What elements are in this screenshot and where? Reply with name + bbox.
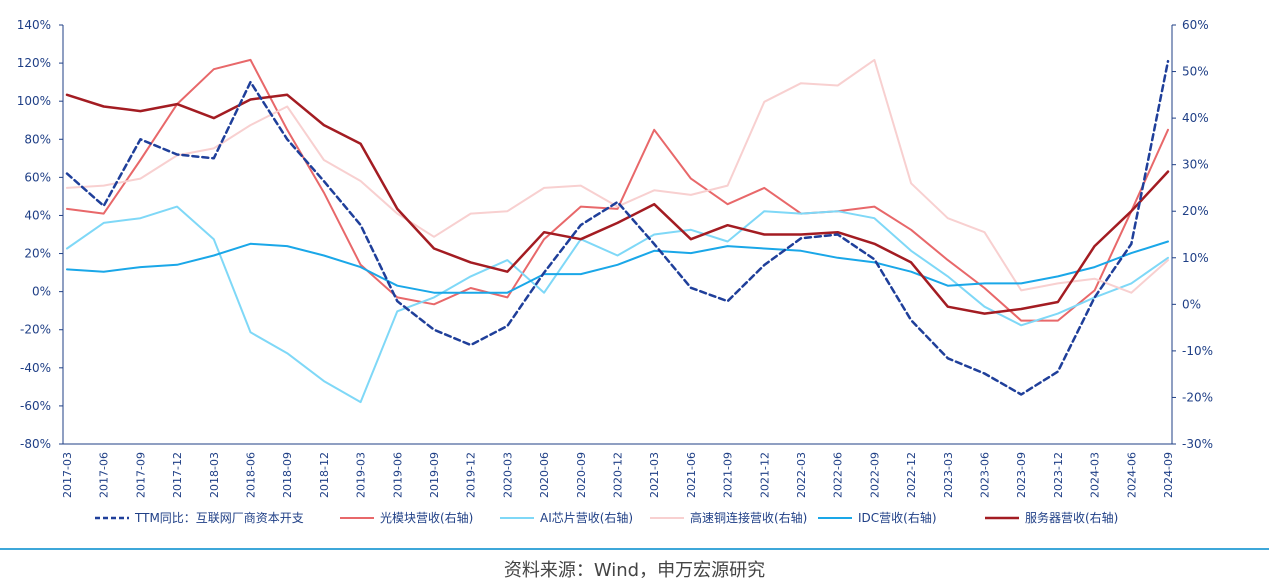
x-tick-label: 2023-06	[979, 452, 992, 498]
chart: 140% 120% 100% 80% 60% 40% 20% 0% -20% -40% -60% -8…	[17, 18, 1213, 525]
x-tick-label: 2018-12	[318, 452, 331, 498]
right-tick-label: 0%	[1182, 297, 1201, 311]
x-tick-label: 2019-03	[355, 452, 368, 498]
legend-label: AI芯片营收(右轴)	[540, 510, 633, 525]
series-line-1	[65, 59, 1170, 396]
series-line-3	[66, 205, 1169, 404]
x-tick-label: 2017-06	[98, 452, 111, 498]
legend-label: 高速铜连接营收(右轴)	[690, 510, 807, 525]
left-tick-label: 20%	[24, 247, 51, 261]
left-tick-label: 40%	[24, 208, 51, 222]
x-tick-label: 2023-03	[942, 452, 955, 498]
right-tick-label: 30%	[1182, 158, 1209, 172]
plot-area	[65, 58, 1170, 404]
left-tick-label: 140%	[17, 18, 51, 32]
right-tick-label: 10%	[1182, 251, 1209, 265]
x-tick-label: 2024-03	[1089, 452, 1102, 498]
series-line-5	[66, 240, 1169, 294]
legend-label: TTM同比：互联网厂商资本开支	[134, 510, 304, 525]
right-tick-label: 60%	[1182, 18, 1209, 32]
x-tick-label: 2018-09	[281, 452, 294, 498]
left-tick-label: 100%	[17, 94, 51, 108]
divider-line	[0, 548, 1269, 550]
x-tick-label: 2022-09	[868, 452, 881, 498]
x-tick-label: 2020-09	[575, 452, 588, 498]
legend-label: IDC营收(右轴)	[858, 510, 937, 525]
x-tick-label: 2022-06	[832, 452, 845, 498]
x-tick-label: 2021-06	[685, 452, 698, 498]
right-y-axis: 60% 50% 40% 30% 20% 10% 0% -10% -20% -30%	[1171, 18, 1213, 451]
left-tick-label: -20%	[20, 323, 51, 337]
x-tick-label: 2022-03	[795, 452, 808, 498]
source-note: 资料来源：Wind，申万宏源研究	[503, 560, 766, 581]
series-line-6	[65, 93, 1170, 315]
right-tick-label: 50%	[1182, 65, 1209, 79]
x-tick-label: 2021-03	[648, 452, 661, 498]
legend-label: 服务器营收(右轴)	[1025, 510, 1118, 525]
left-tick-label: -80%	[20, 437, 51, 451]
series-line-2	[66, 58, 1169, 322]
series-line-4	[66, 58, 1169, 294]
left-tick-label: 60%	[24, 170, 51, 184]
left-tick-label: 120%	[17, 56, 51, 70]
left-tick-label: 0%	[32, 285, 51, 299]
x-axis: 2017-03 2017-06 2017-09 2017-12 2018-03 2018-…	[61, 443, 1175, 498]
x-tick-label: 2019-09	[428, 452, 441, 498]
left-tick-label: -60%	[20, 399, 51, 413]
x-tick-label: 2017-09	[134, 452, 147, 498]
right-tick-label: -20%	[1182, 390, 1213, 404]
x-tick-label: 2022-12	[905, 452, 918, 498]
x-tick-label: 2024-09	[1162, 452, 1175, 498]
left-tick-label: 80%	[24, 132, 51, 146]
x-tick-label: 2017-12	[171, 452, 184, 498]
x-tick-label: 2018-06	[245, 452, 258, 498]
right-tick-label: 20%	[1182, 204, 1209, 218]
x-tick-label: 2017-03	[61, 452, 74, 498]
x-tick-label: 2023-12	[1052, 452, 1065, 498]
x-tick-label: 2019-12	[465, 452, 478, 498]
x-tick-label: 2018-03	[208, 452, 221, 498]
x-tick-label: 2020-03	[501, 452, 514, 498]
x-tick-label: 2024-06	[1125, 452, 1138, 498]
right-tick-label: -30%	[1182, 437, 1213, 451]
x-tick-label: 2020-12	[612, 452, 625, 498]
x-tick-label: 2020-06	[538, 452, 551, 498]
legend-label: 光模块营收(右轴)	[380, 510, 473, 525]
left-y-axis: 140% 120% 100% 80% 60% 40% 20% 0% -20% -40% -60% -8…	[17, 18, 64, 451]
left-tick-label: -40%	[20, 361, 51, 375]
right-tick-label: -10%	[1182, 344, 1213, 358]
x-tick-label: 2021-12	[758, 452, 771, 498]
right-tick-label: 40%	[1182, 111, 1209, 125]
x-tick-label: 2023-09	[1015, 452, 1028, 498]
x-tick-label: 2021-09	[722, 452, 735, 498]
x-tick-label: 2019-06	[391, 452, 404, 498]
legend: TTM同比：互联网厂商资本开支 光模块营收(右轴) AI芯片营收(右轴) 高速铜连接营…	[95, 510, 1118, 525]
